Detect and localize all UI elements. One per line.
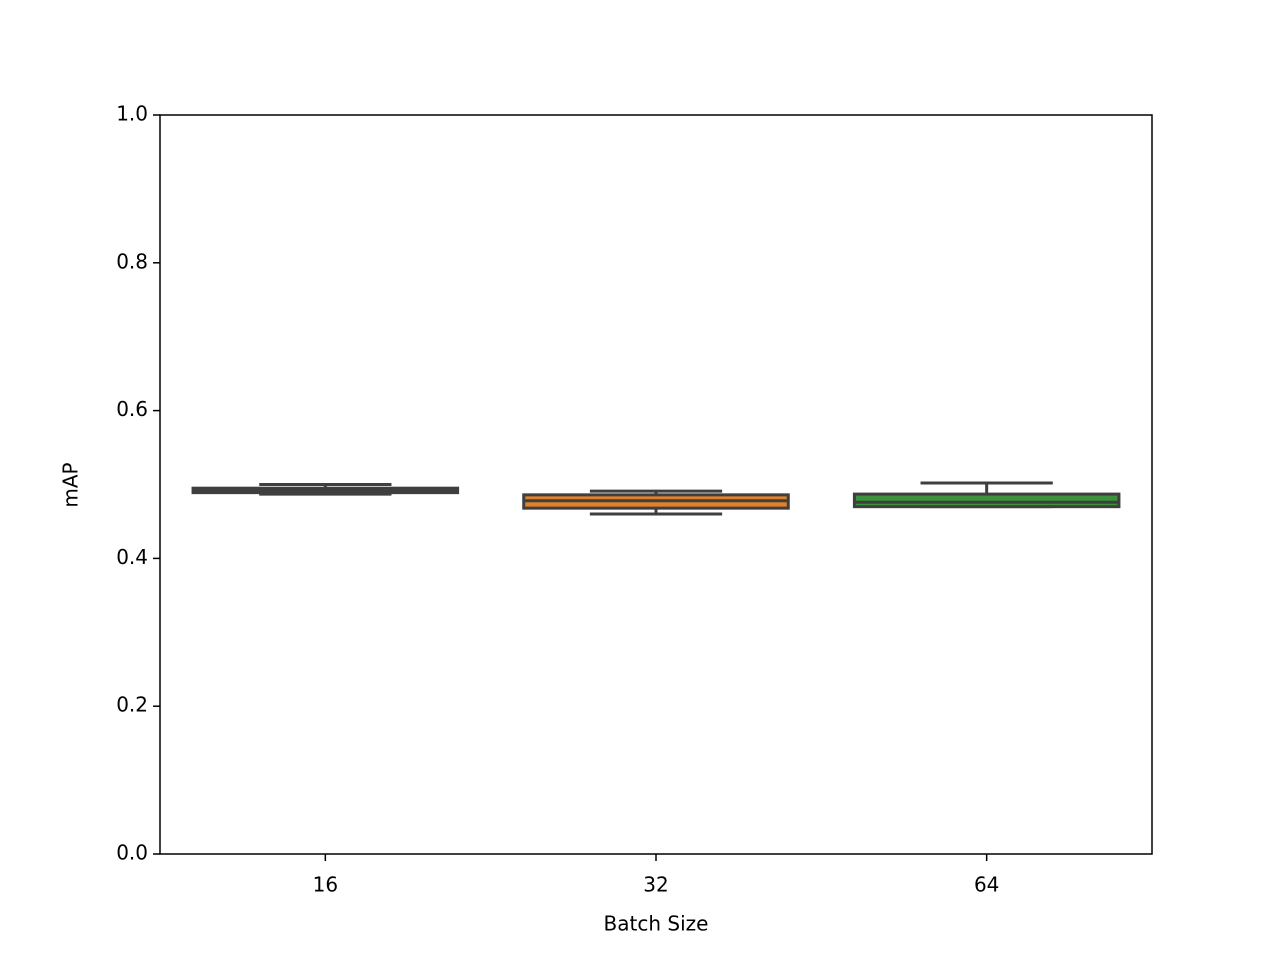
y-tick-label: 1.0 [116,102,148,126]
y-axis-label: mAP [59,462,83,507]
x-tick-label: 32 [643,873,668,897]
y-tick-label: 0.8 [116,249,148,273]
y-tick-label: 0.0 [116,841,148,865]
axes-frame [159,114,1153,855]
box [852,492,1121,509]
y-tick-label: 0.4 [116,545,148,569]
x-tick-label: 64 [974,873,999,897]
y-tick-label: 0.2 [116,693,148,717]
x-tick-label: 16 [313,873,338,897]
y-tick-label: 0.6 [116,397,148,421]
x-axis-label: Batch Size [604,912,709,936]
